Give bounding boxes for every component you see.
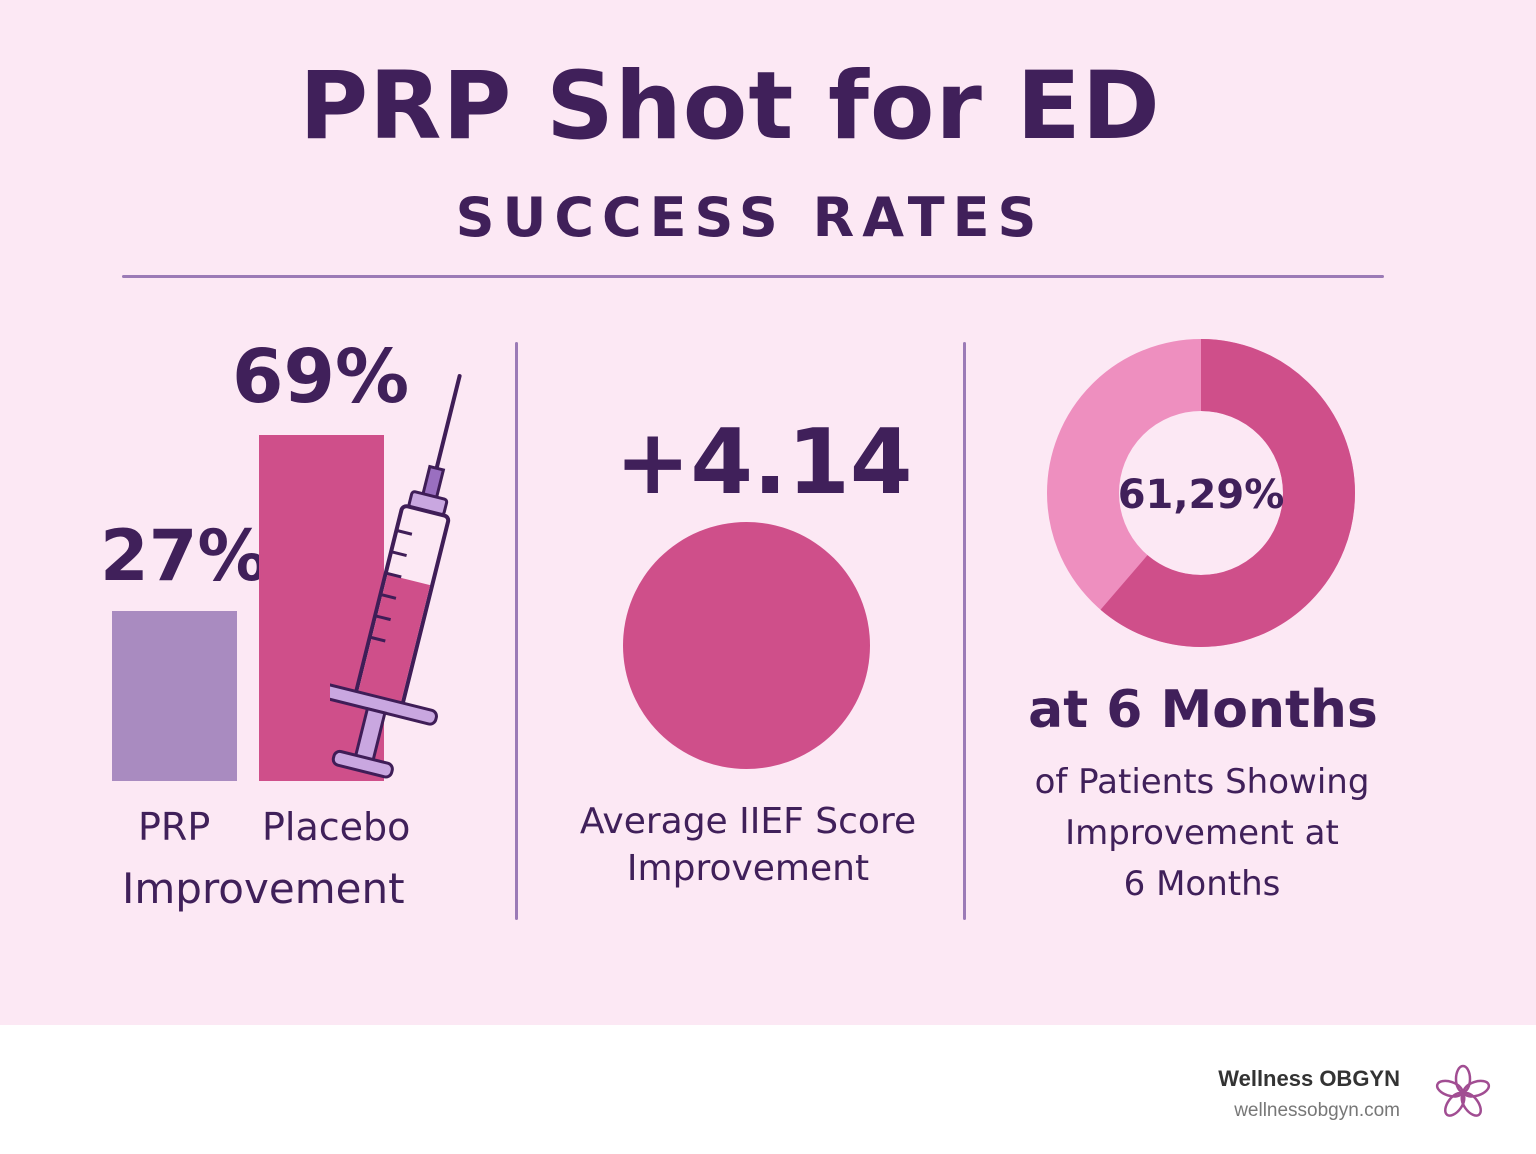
iief-caption-line1: Average IIEF Score: [579, 801, 917, 842]
infographic-panel: PRP Shot for ED SUCCESS RATES 27% 69%: [0, 0, 1536, 1025]
syringe-icon: [330, 374, 462, 779]
iief-circle: [623, 522, 870, 769]
brand-url[interactable]: wellnessobgyn.com: [1234, 1100, 1400, 1121]
patients-caption-line2: Improvement at: [1065, 813, 1339, 853]
prp-bar: [112, 611, 237, 781]
prp-value: 27%: [100, 515, 268, 597]
page-title: PRP Shot for ED: [299, 52, 1161, 161]
patients-caption-line1: of Patients Showing: [1034, 762, 1370, 802]
divider-right: [963, 342, 966, 920]
months-headline: at 6 Months: [1028, 680, 1378, 740]
flower-icon: [1435, 1064, 1491, 1117]
brand-name: Wellness OBGYN: [1218, 1066, 1400, 1091]
iief-caption-line2: Improvement: [626, 848, 870, 889]
page-subtitle: SUCCESS RATES: [455, 186, 1045, 249]
divider-left: [515, 342, 518, 920]
placebo-label: Placebo: [262, 805, 411, 849]
left-caption: Improvement: [122, 864, 405, 913]
donut-value: 61,29%: [1117, 472, 1285, 518]
header-divider: [122, 275, 1384, 278]
donut-major-segment: [1047, 339, 1355, 647]
patients-caption-line3: 6 Months: [1123, 864, 1281, 904]
iief-value: +4.14: [615, 410, 913, 515]
placebo-value: 69%: [232, 334, 410, 420]
donut-chart: [1047, 339, 1355, 647]
prp-label: PRP: [138, 805, 211, 849]
